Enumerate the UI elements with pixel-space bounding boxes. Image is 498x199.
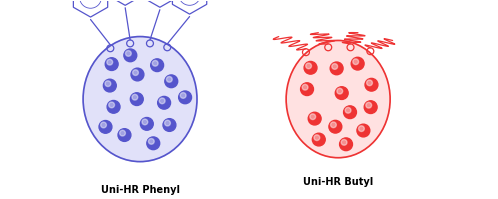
Ellipse shape [366, 102, 372, 108]
Ellipse shape [312, 133, 325, 146]
Ellipse shape [345, 107, 351, 113]
Ellipse shape [83, 37, 197, 162]
Ellipse shape [340, 138, 353, 151]
Ellipse shape [351, 57, 364, 70]
Ellipse shape [166, 76, 172, 82]
Ellipse shape [357, 124, 370, 137]
Text: Uni-HR Butyl: Uni-HR Butyl [303, 177, 374, 187]
Ellipse shape [148, 139, 154, 144]
Ellipse shape [105, 81, 111, 87]
Ellipse shape [125, 51, 131, 56]
Ellipse shape [118, 129, 131, 141]
Ellipse shape [147, 137, 160, 150]
Ellipse shape [335, 87, 348, 100]
Ellipse shape [158, 97, 170, 109]
Ellipse shape [304, 61, 317, 74]
Ellipse shape [365, 78, 378, 91]
Ellipse shape [314, 135, 320, 140]
Ellipse shape [165, 75, 178, 88]
Ellipse shape [131, 68, 144, 81]
Ellipse shape [332, 64, 338, 69]
Ellipse shape [308, 112, 321, 125]
Ellipse shape [353, 59, 359, 65]
Ellipse shape [101, 122, 107, 128]
Ellipse shape [306, 63, 312, 69]
Ellipse shape [302, 84, 308, 90]
Ellipse shape [107, 59, 113, 65]
Ellipse shape [301, 83, 313, 96]
Ellipse shape [341, 139, 347, 145]
Ellipse shape [120, 130, 125, 136]
Text: Uni-HR Phenyl: Uni-HR Phenyl [101, 185, 180, 195]
Ellipse shape [344, 106, 357, 119]
Ellipse shape [130, 93, 143, 105]
Ellipse shape [109, 102, 115, 108]
Ellipse shape [179, 91, 192, 104]
Ellipse shape [140, 118, 153, 130]
Ellipse shape [367, 80, 373, 86]
Ellipse shape [99, 121, 112, 133]
Ellipse shape [330, 62, 343, 75]
Ellipse shape [329, 120, 342, 133]
Ellipse shape [124, 49, 137, 62]
Ellipse shape [132, 94, 138, 100]
Ellipse shape [152, 60, 158, 66]
Ellipse shape [142, 119, 148, 125]
Ellipse shape [132, 70, 138, 75]
Ellipse shape [337, 88, 343, 94]
Ellipse shape [151, 59, 163, 72]
Ellipse shape [286, 40, 390, 158]
Ellipse shape [105, 58, 118, 70]
Ellipse shape [165, 120, 170, 126]
Ellipse shape [163, 119, 176, 131]
Ellipse shape [104, 79, 116, 92]
Ellipse shape [364, 101, 377, 113]
Ellipse shape [180, 93, 186, 98]
Ellipse shape [331, 122, 336, 128]
Ellipse shape [107, 100, 120, 113]
Ellipse shape [359, 126, 365, 132]
Ellipse shape [159, 98, 165, 104]
Ellipse shape [310, 114, 316, 120]
